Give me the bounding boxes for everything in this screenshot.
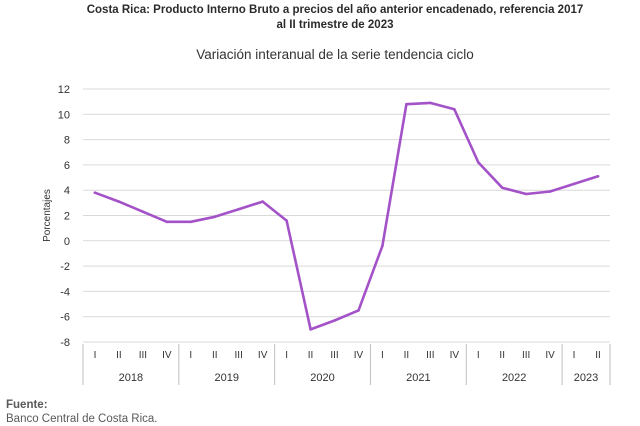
chart-title-line-1: Costa Rica: Producto Interno Bruto a pre… — [86, 4, 584, 16]
y-tick-label: 2 — [64, 211, 70, 223]
data-point — [117, 200, 121, 203]
source-label: Fuente: — [6, 399, 48, 411]
x-tick-label-quarter: III — [426, 350, 434, 361]
data-point — [548, 190, 552, 193]
y-tick-label: -2 — [60, 261, 70, 273]
x-tick-label-quarter: I — [94, 350, 97, 361]
y-tick-label: -6 — [60, 312, 70, 324]
x-tick-label-quarter: I — [573, 350, 576, 361]
data-point — [357, 309, 360, 312]
x-tick-label-quarter: II — [404, 350, 410, 361]
data-point — [309, 328, 312, 331]
data-point — [285, 219, 288, 222]
data-point — [333, 319, 336, 322]
series-line — [93, 101, 600, 331]
data-point — [476, 161, 480, 164]
x-tick-label-year: 2018 — [119, 372, 143, 384]
x-tick-label-quarter: II — [212, 350, 218, 361]
x-tick-label-year: 2019 — [214, 372, 238, 384]
data-point — [524, 192, 528, 196]
y-tick-label: 0 — [64, 236, 70, 248]
data-point — [381, 244, 384, 248]
data-point — [261, 200, 264, 203]
x-tick-label-quarter: I — [189, 350, 192, 361]
x-tick-label-year: 2022 — [502, 372, 526, 384]
x-tick-label-quarter: II — [595, 350, 601, 361]
y-tick-label: 10 — [58, 109, 70, 121]
y-tick-label: 6 — [64, 160, 70, 172]
source-note: Fuente: Banco Central de Costa Rica. — [6, 398, 158, 426]
y-tick-label: -8 — [60, 337, 70, 349]
y-tick-label: 4 — [64, 185, 70, 197]
x-tick-label-year: 2020 — [310, 372, 334, 384]
data-point — [189, 220, 193, 224]
x-tick-label-quarter: III — [235, 350, 243, 361]
y-tick-label: -4 — [60, 286, 70, 298]
x-tick-label-quarter: IV — [450, 350, 460, 361]
data-point — [405, 102, 408, 106]
x-tick-label-quarter: IV — [354, 350, 364, 361]
chart-subtitle: Variación interanual de la serie tendenc… — [196, 47, 474, 62]
data-point — [500, 186, 504, 189]
x-tick-label-quarter: II — [116, 350, 122, 361]
x-tick-label-quarter: I — [381, 350, 384, 361]
y-tick-label: 8 — [64, 135, 70, 147]
x-tick-label-quarter: III — [330, 350, 338, 361]
chart-title-line-2: al II trimestre de 2023 — [276, 19, 394, 31]
x-tick-label-quarter: III — [139, 350, 147, 361]
y-tick-label: 12 — [58, 84, 70, 96]
x-tick-label-quarter: IV — [162, 350, 172, 361]
x-tick-label-quarter: I — [285, 350, 288, 361]
chart-title: Costa Rica: Producto Interno Bruto a pre… — [0, 3, 640, 33]
data-point — [572, 182, 576, 186]
data-point — [213, 215, 217, 219]
data-point — [596, 174, 600, 178]
y-axis-title: Porcentajes — [42, 189, 53, 242]
source-text: Banco Central de Costa Rica. — [6, 413, 158, 425]
x-tick-label-year: 2023 — [574, 372, 598, 384]
x-tick-label-quarter: IV — [258, 350, 268, 361]
x-tick-label-quarter: II — [308, 350, 314, 361]
data-point — [452, 107, 456, 111]
x-tick-label-quarter: III — [522, 350, 530, 361]
data-point — [237, 207, 241, 211]
x-tick-label-quarter: II — [499, 350, 505, 361]
x-tick-label-quarter: IV — [545, 350, 555, 361]
data-point — [93, 191, 97, 195]
x-tick-label-year: 2021 — [406, 372, 430, 384]
data-point — [429, 101, 432, 105]
data-point — [165, 220, 169, 224]
data-point — [141, 210, 145, 214]
x-tick-label-quarter: I — [477, 350, 480, 361]
